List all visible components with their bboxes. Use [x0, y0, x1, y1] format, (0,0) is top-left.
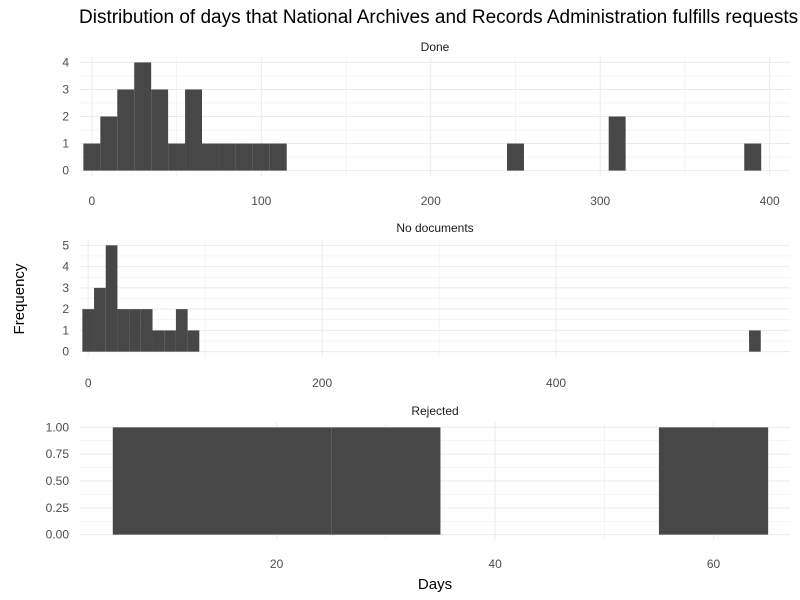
histogram-bar — [82, 309, 95, 352]
histogram-bar — [507, 143, 524, 171]
y-tick-label: 0.25 — [46, 501, 70, 515]
x-axis-title: Days — [418, 576, 452, 593]
histogram-bar — [749, 330, 761, 352]
panel-done: Done 0 1 2 3 4 0 100 200 300 400 — [62, 40, 790, 208]
histogram-bar — [185, 89, 203, 171]
y-tick-label: 1 — [62, 137, 69, 151]
histogram-bar — [105, 245, 118, 352]
y-tick-label: 2 — [62, 302, 69, 316]
y-tick-label: 1 — [62, 323, 69, 337]
histogram-bar — [168, 143, 186, 171]
x-tick-label: 20 — [270, 557, 284, 571]
histogram-bar — [658, 427, 769, 535]
y-tick-label: 0 — [62, 164, 69, 178]
panel-rejected: Rejected 0.00 0.25 0.50 0.75 1.00 20 40 60 — [46, 404, 790, 571]
y-tick-label: 4 — [62, 260, 69, 274]
y-tick-label: 4 — [62, 55, 69, 69]
y-tick-label: 5 — [62, 238, 69, 252]
histogram-bar — [608, 116, 626, 171]
x-tick-label: 60 — [707, 557, 721, 571]
y-tick-label: 0.75 — [46, 447, 70, 461]
y-tick-label: 1.00 — [46, 420, 70, 434]
histogram-bar — [83, 143, 101, 171]
histogram-bar — [94, 287, 106, 352]
facet-label: No documents — [396, 221, 473, 235]
histogram-bar — [187, 330, 200, 352]
histogram-bar — [164, 330, 176, 352]
facet-label: Done — [421, 40, 450, 54]
y-tick-label: 0.00 — [46, 528, 70, 542]
x-tick-label: 200 — [312, 376, 332, 390]
panel-no-documents: No documents 0 1 2 3 4 5 0 200 400 — [62, 221, 790, 390]
x-tick-label: 400 — [760, 194, 780, 208]
histogram-bar — [112, 427, 222, 535]
x-tick-label: 100 — [251, 194, 271, 208]
histogram-bar — [252, 143, 270, 171]
y-tick-label: 2 — [62, 110, 69, 124]
histogram-bar — [117, 89, 135, 171]
histogram-bar — [202, 143, 219, 171]
y-tick-label: 0 — [62, 345, 69, 359]
y-tick-label: 3 — [62, 82, 69, 96]
histogram-bar — [175, 309, 188, 352]
y-tick-label: 3 — [62, 281, 69, 295]
x-tick-label: 200 — [421, 194, 441, 208]
facet-label: Rejected — [411, 404, 458, 418]
histogram-bar — [151, 89, 169, 171]
histogram-bar — [331, 427, 441, 535]
histogram-bar — [152, 330, 165, 352]
histogram-bar — [129, 309, 141, 352]
y-axis-title: Frequency — [11, 263, 28, 334]
x-tick-label: 40 — [488, 557, 502, 571]
histogram-bar — [140, 309, 153, 352]
x-tick-label: 300 — [590, 194, 610, 208]
histogram-bar — [269, 143, 287, 171]
x-tick-label: 400 — [546, 376, 566, 390]
x-tick-label: 0 — [89, 194, 96, 208]
histogram-bar — [222, 427, 332, 535]
histogram-bar — [134, 62, 152, 171]
histogram-bar — [218, 143, 236, 171]
histogram-bar — [117, 309, 130, 352]
histogram-bar — [100, 116, 118, 171]
chart-title: Distribution of days that National Archi… — [79, 7, 798, 28]
x-tick-label: 0 — [85, 376, 92, 390]
histogram-bar — [235, 143, 253, 171]
y-tick-label: 0.50 — [46, 474, 70, 488]
histogram-bar — [744, 143, 762, 171]
